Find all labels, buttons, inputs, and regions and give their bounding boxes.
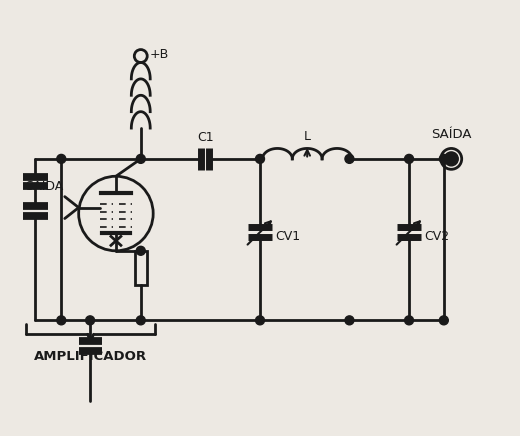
Circle shape <box>439 154 448 164</box>
Text: +B: +B <box>150 48 169 61</box>
Circle shape <box>86 316 95 325</box>
Circle shape <box>444 152 458 166</box>
Circle shape <box>255 154 265 164</box>
Circle shape <box>57 316 66 325</box>
Circle shape <box>345 154 354 164</box>
Circle shape <box>439 316 448 325</box>
Circle shape <box>405 154 413 164</box>
Text: CV2: CV2 <box>424 230 449 242</box>
Circle shape <box>136 316 145 325</box>
Circle shape <box>405 316 413 325</box>
Text: SAÍDA: SAÍDA <box>431 128 472 141</box>
Text: L: L <box>304 130 310 143</box>
Bar <box>135 251 147 285</box>
Circle shape <box>136 246 145 255</box>
Text: SAÍDA: SAÍDA <box>25 180 64 193</box>
Circle shape <box>345 316 354 325</box>
Circle shape <box>57 154 66 164</box>
Circle shape <box>136 154 145 164</box>
Text: CV1: CV1 <box>275 230 300 242</box>
Text: AMPLIFICADOR: AMPLIFICADOR <box>34 350 147 363</box>
Circle shape <box>255 316 265 325</box>
Text: C1: C1 <box>197 132 214 144</box>
